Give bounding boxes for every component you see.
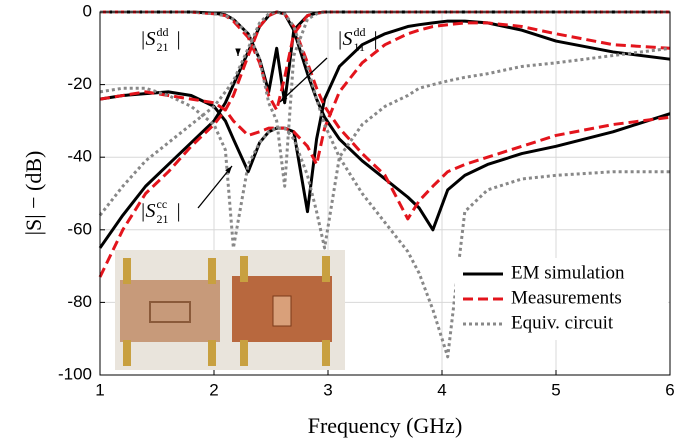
annotation-arrowhead	[280, 94, 288, 102]
annotation-sup: cc	[157, 197, 168, 211]
annotation-tail: |	[176, 200, 182, 222]
annotation-tail: |	[373, 28, 379, 50]
connector	[123, 258, 131, 284]
y-tick-label: -40	[67, 147, 92, 166]
annotations: |Sdd 21 | |Sdd 11 ||Scc 21 |	[140, 25, 378, 226]
connector	[240, 256, 248, 282]
y-tick-label: -20	[67, 74, 92, 93]
plot-frame	[99, 11, 671, 376]
pcb-trace	[149, 301, 191, 323]
x-tick-label: 6	[665, 380, 674, 399]
connector	[123, 340, 131, 366]
connector	[322, 256, 330, 282]
connector	[208, 340, 216, 366]
x-tick-label: 3	[323, 380, 332, 399]
annotation: |Sdd 11 |	[337, 25, 378, 54]
legend: EM simulation Measurements Equiv. circuit	[455, 258, 668, 340]
x-tick-label: 4	[437, 380, 446, 399]
legend-box	[455, 258, 668, 340]
series-line	[100, 10, 670, 188]
annotation-arrow	[197, 165, 233, 209]
annotation: |Scc 21 |	[140, 197, 181, 226]
x-axis-label: Frequency (GHz)	[308, 413, 463, 438]
annotation-sub: 21	[157, 212, 169, 226]
y-tick-label: -100	[58, 364, 92, 383]
y-axis-label: |S| − (dB)	[21, 151, 46, 236]
y-tick-label: 0	[83, 1, 92, 20]
legend-label: EM simulation	[511, 262, 625, 283]
series-line	[98, 10, 671, 278]
annotation-arrow	[279, 57, 328, 103]
annotation-tail: |	[176, 28, 182, 50]
connector	[240, 340, 248, 366]
lines	[98, 10, 671, 359]
legend-label: Measurements	[511, 287, 622, 308]
annotation-sub: 21	[157, 40, 169, 54]
x-tick-label: 1	[95, 380, 104, 399]
series-line	[99, 46, 671, 250]
annotation-text: |S	[140, 28, 156, 50]
series-line	[99, 21, 671, 166]
series-line	[98, 10, 670, 359]
pcb-slot	[272, 295, 292, 327]
annotation-arrowhead	[225, 166, 232, 174]
y-tick-label: -80	[67, 292, 92, 311]
x-tick-label: 2	[209, 380, 218, 399]
pcb-top	[120, 280, 220, 342]
annotation-sup: dd	[157, 25, 169, 39]
annotation-text: |S	[337, 28, 353, 50]
connector	[208, 258, 216, 284]
annotation-text: |S	[140, 200, 156, 222]
annotation-sub: 11	[354, 40, 366, 54]
x-tick-label: 5	[551, 380, 560, 399]
connector	[322, 340, 330, 366]
photo-inset	[115, 250, 345, 370]
series-line	[99, 19, 671, 214]
legend-label: Equiv. circuit	[511, 312, 614, 333]
annotation-sup: dd	[354, 25, 366, 39]
y-tick-label: -60	[67, 219, 92, 238]
annotation: |Sdd 21 |	[140, 25, 181, 54]
annotation-arrowhead	[235, 48, 241, 56]
